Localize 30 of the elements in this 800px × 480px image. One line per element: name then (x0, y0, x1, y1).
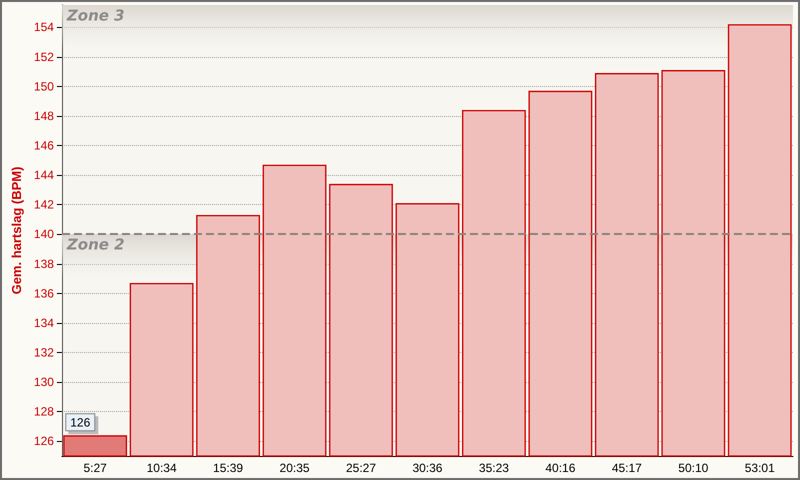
y-tick-label: 146 (34, 138, 54, 152)
y-tick-label: 144 (34, 168, 54, 182)
x-tick-label: 35:23 (478, 461, 510, 475)
y-tick-label: 134 (34, 316, 54, 330)
y-tick-label: 138 (34, 256, 54, 271)
x-tick-label: 45:17 (612, 461, 642, 475)
x-tick-label: 30:36 (412, 461, 443, 475)
y-tick-label: 154 (34, 20, 54, 34)
x-tick-label: 53:01 (744, 461, 776, 475)
y-tick-label: 142 (34, 198, 54, 212)
x-tick-label: 20:35 (280, 461, 310, 475)
x-tick-label: 40:16 (545, 461, 576, 475)
band-label: Zone 3 (66, 6, 125, 24)
y-tick-label: 136 (34, 286, 54, 300)
x-tick-label: 5:27 (83, 461, 108, 475)
x-tick-label: 25:27 (346, 461, 376, 475)
data-label: 126 (70, 415, 91, 430)
y-tick-label: 132 (34, 345, 54, 360)
y-tick-label: 150 (34, 79, 54, 94)
y-tick-label: 130 (34, 375, 54, 390)
band-label: Zone 2 (66, 236, 125, 254)
y-tick-label: 152 (34, 50, 54, 64)
y-tick-label: 126 (34, 434, 54, 448)
y-tick-label: 128 (34, 404, 54, 419)
y-axis-title: Gem. hartslag (BPM) (9, 166, 24, 294)
y-tick-label: 148 (34, 108, 54, 123)
x-tick-label: 15:39 (213, 461, 244, 475)
x-tick-label: 50:10 (678, 461, 709, 475)
x-tick-label: 10:34 (146, 461, 177, 475)
y-tick-label: 140 (34, 227, 54, 242)
